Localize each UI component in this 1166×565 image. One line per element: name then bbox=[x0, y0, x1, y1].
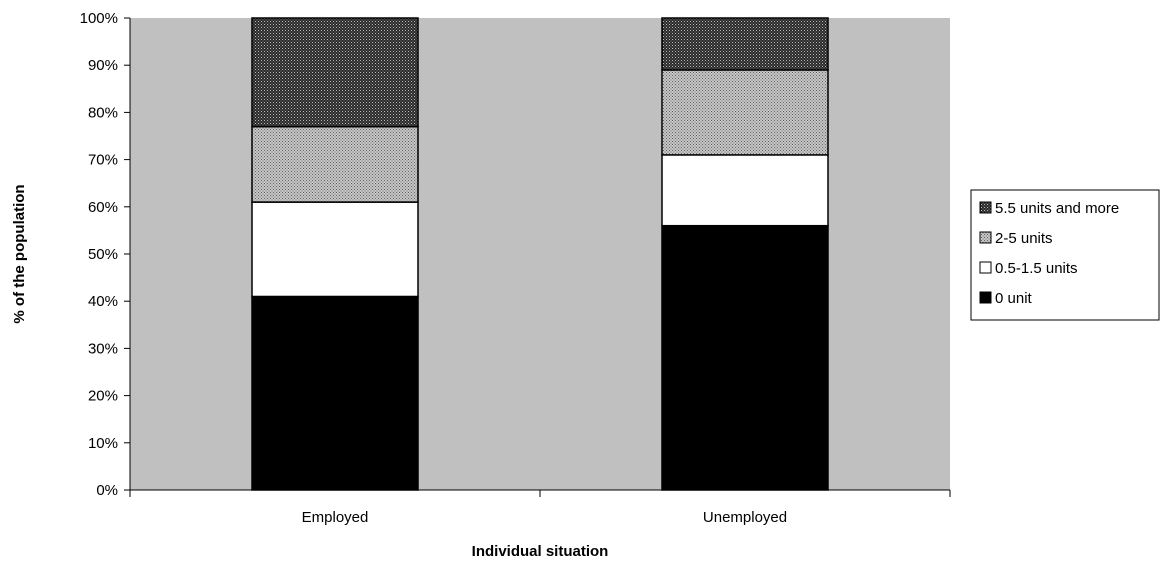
bars-layer bbox=[251, 17, 829, 491]
x-axis-title: Individual situation bbox=[472, 543, 609, 560]
legend-swatch bbox=[979, 261, 992, 274]
axes-layer: 0% 10% 20% 30% 40% 50% 60% 70% 80% 90% 100% Employe… bbox=[80, 10, 951, 526]
bar-segment-employed-3 bbox=[251, 17, 419, 128]
legend-box bbox=[970, 189, 1160, 321]
legend-swatch bbox=[979, 291, 992, 304]
legend: 5.5 units and more 2-5 units 0.5-1.5 units… bbox=[970, 189, 1160, 321]
bar-segment-unemployed-2 bbox=[661, 69, 829, 156]
legend-label: 2-5 units bbox=[995, 230, 1053, 247]
bar-segment-unemployed-3 bbox=[661, 17, 829, 71]
y-tick-label: 20% bbox=[88, 388, 118, 405]
legend-swatch bbox=[979, 201, 992, 214]
y-tick-label: 70% bbox=[88, 152, 118, 169]
y-tick-label: 50% bbox=[88, 246, 118, 263]
legend-label: 0 unit bbox=[995, 290, 1033, 307]
y-axis-title: % of the population bbox=[11, 184, 28, 323]
y-tick-label: 80% bbox=[88, 104, 118, 121]
bar-segment-employed-2 bbox=[251, 125, 419, 203]
legend-label: 5.5 units and more bbox=[995, 200, 1119, 217]
y-tick-label: 40% bbox=[88, 293, 118, 310]
y-tick-label: 100% bbox=[80, 10, 118, 27]
y-tick-label: 0% bbox=[96, 482, 118, 499]
y-tick-label: 60% bbox=[88, 199, 118, 216]
legend-swatch bbox=[979, 231, 992, 244]
legend-label: 0.5-1.5 units bbox=[995, 260, 1078, 277]
bar-segment-employed-0 bbox=[251, 295, 419, 491]
x-tick-label: Unemployed bbox=[703, 509, 787, 526]
y-tick-label: 90% bbox=[88, 57, 118, 74]
bar-segment-employed-1 bbox=[251, 201, 419, 298]
x-tick-label: Employed bbox=[302, 509, 369, 526]
bar-segment-unemployed-1 bbox=[661, 154, 829, 227]
y-tick-label: 10% bbox=[88, 435, 118, 452]
bar-segment-unemployed-0 bbox=[661, 224, 829, 491]
y-tick-label: 30% bbox=[88, 340, 118, 357]
